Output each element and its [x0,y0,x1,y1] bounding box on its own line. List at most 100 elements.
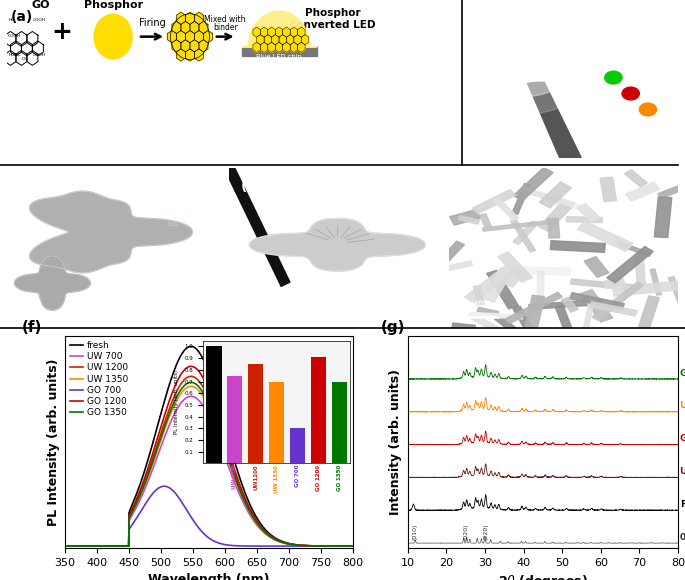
Polygon shape [290,42,297,52]
Polygon shape [186,49,195,61]
fresh [259,523,267,530]
Y-axis label: Intensity (arb. units): Intensity (arb. units) [389,369,402,515]
UW 1350 [259,527,267,534]
Polygon shape [195,12,203,24]
Polygon shape [510,219,536,252]
UW 1350 [286,541,294,548]
Polygon shape [268,27,275,37]
Polygon shape [195,49,203,61]
Polygon shape [537,271,544,303]
Text: (b): (b) [638,14,661,28]
Polygon shape [556,306,573,334]
Text: 1 μm: 1 μm [16,299,42,309]
fresh [188,343,196,350]
Polygon shape [472,190,516,213]
Polygon shape [580,289,613,322]
Polygon shape [297,27,305,37]
Polygon shape [442,241,464,260]
Text: Blue LED chip: Blue LED chip [256,54,302,60]
Polygon shape [612,281,680,296]
Text: Mixed with: Mixed with [204,14,246,24]
Polygon shape [501,270,524,287]
Polygon shape [190,39,199,52]
Polygon shape [283,42,290,52]
Line: fresh: fresh [65,346,353,546]
Text: (f): (f) [22,320,42,335]
Text: 01-076-3141: 01-076-3141 [680,533,685,542]
GO 1350 [177,386,186,393]
Polygon shape [584,256,609,277]
Polygon shape [654,197,672,238]
Polygon shape [242,11,316,48]
UW 1350 [187,383,195,390]
Polygon shape [301,35,309,45]
Text: (c): (c) [14,179,36,193]
Text: OH: OH [21,57,28,61]
GO 1350 [188,379,196,386]
Polygon shape [186,12,195,24]
GO 700 [177,499,186,506]
GO 700 [90,543,99,550]
Text: (d): (d) [240,179,263,193]
UW 700 [177,399,186,406]
UW 700 [61,543,69,550]
GO 1200 [90,543,99,550]
Legend: fresh, UW 700, UW 1200, UW 1350, GO 700, GO 1200, GO 1350: fresh, UW 700, UW 1200, UW 1350, GO 700,… [70,341,128,418]
UW 1200 [259,526,267,533]
Polygon shape [242,48,316,56]
GO 1350 [286,541,294,548]
fresh [61,543,69,550]
Polygon shape [519,187,575,207]
UW 1350 [61,543,69,550]
Polygon shape [290,27,297,37]
Polygon shape [650,269,662,295]
GO 700 [259,543,267,550]
Polygon shape [569,293,625,310]
Polygon shape [571,279,639,291]
Polygon shape [482,221,548,231]
UW 1200 [290,541,299,548]
Text: (g): (g) [381,320,405,335]
Polygon shape [275,42,283,52]
Polygon shape [279,35,286,45]
Polygon shape [669,277,684,304]
Polygon shape [658,181,685,198]
Polygon shape [471,315,501,333]
Line: GO 1350: GO 1350 [65,382,353,546]
Text: 3 μm: 3 μm [462,299,488,309]
Polygon shape [271,35,279,45]
Text: Firing: Firing [138,18,165,28]
UW 1350 [90,543,99,550]
Polygon shape [294,35,301,45]
Text: (220): (220) [483,524,488,540]
GO 700 [286,543,294,550]
Polygon shape [477,307,499,316]
Polygon shape [203,31,212,43]
Polygon shape [452,323,475,330]
GO 1350 [259,527,267,534]
Polygon shape [283,27,290,37]
Y-axis label: PL Intensity (arb. units): PL Intensity (arb. units) [47,358,60,526]
Polygon shape [616,241,651,256]
Text: (a): (a) [10,10,33,24]
Polygon shape [580,297,595,345]
Polygon shape [479,214,491,227]
Polygon shape [577,204,600,222]
Polygon shape [458,216,480,224]
Text: (010): (010) [413,524,418,540]
Line: UW 1350: UW 1350 [65,386,353,546]
Circle shape [605,71,622,84]
Polygon shape [482,268,512,302]
Polygon shape [181,39,190,52]
Polygon shape [167,31,177,43]
Line: UW 700: UW 700 [65,396,353,546]
Text: Phosphor: Phosphor [84,1,142,10]
UW 700 [290,542,299,549]
GO 700 [160,483,169,490]
Polygon shape [513,306,539,342]
Polygon shape [539,182,571,208]
UW 1350 [290,541,299,548]
Text: UW 1200: UW 1200 [680,467,685,476]
GO 1200 [259,525,267,532]
Polygon shape [505,292,562,324]
